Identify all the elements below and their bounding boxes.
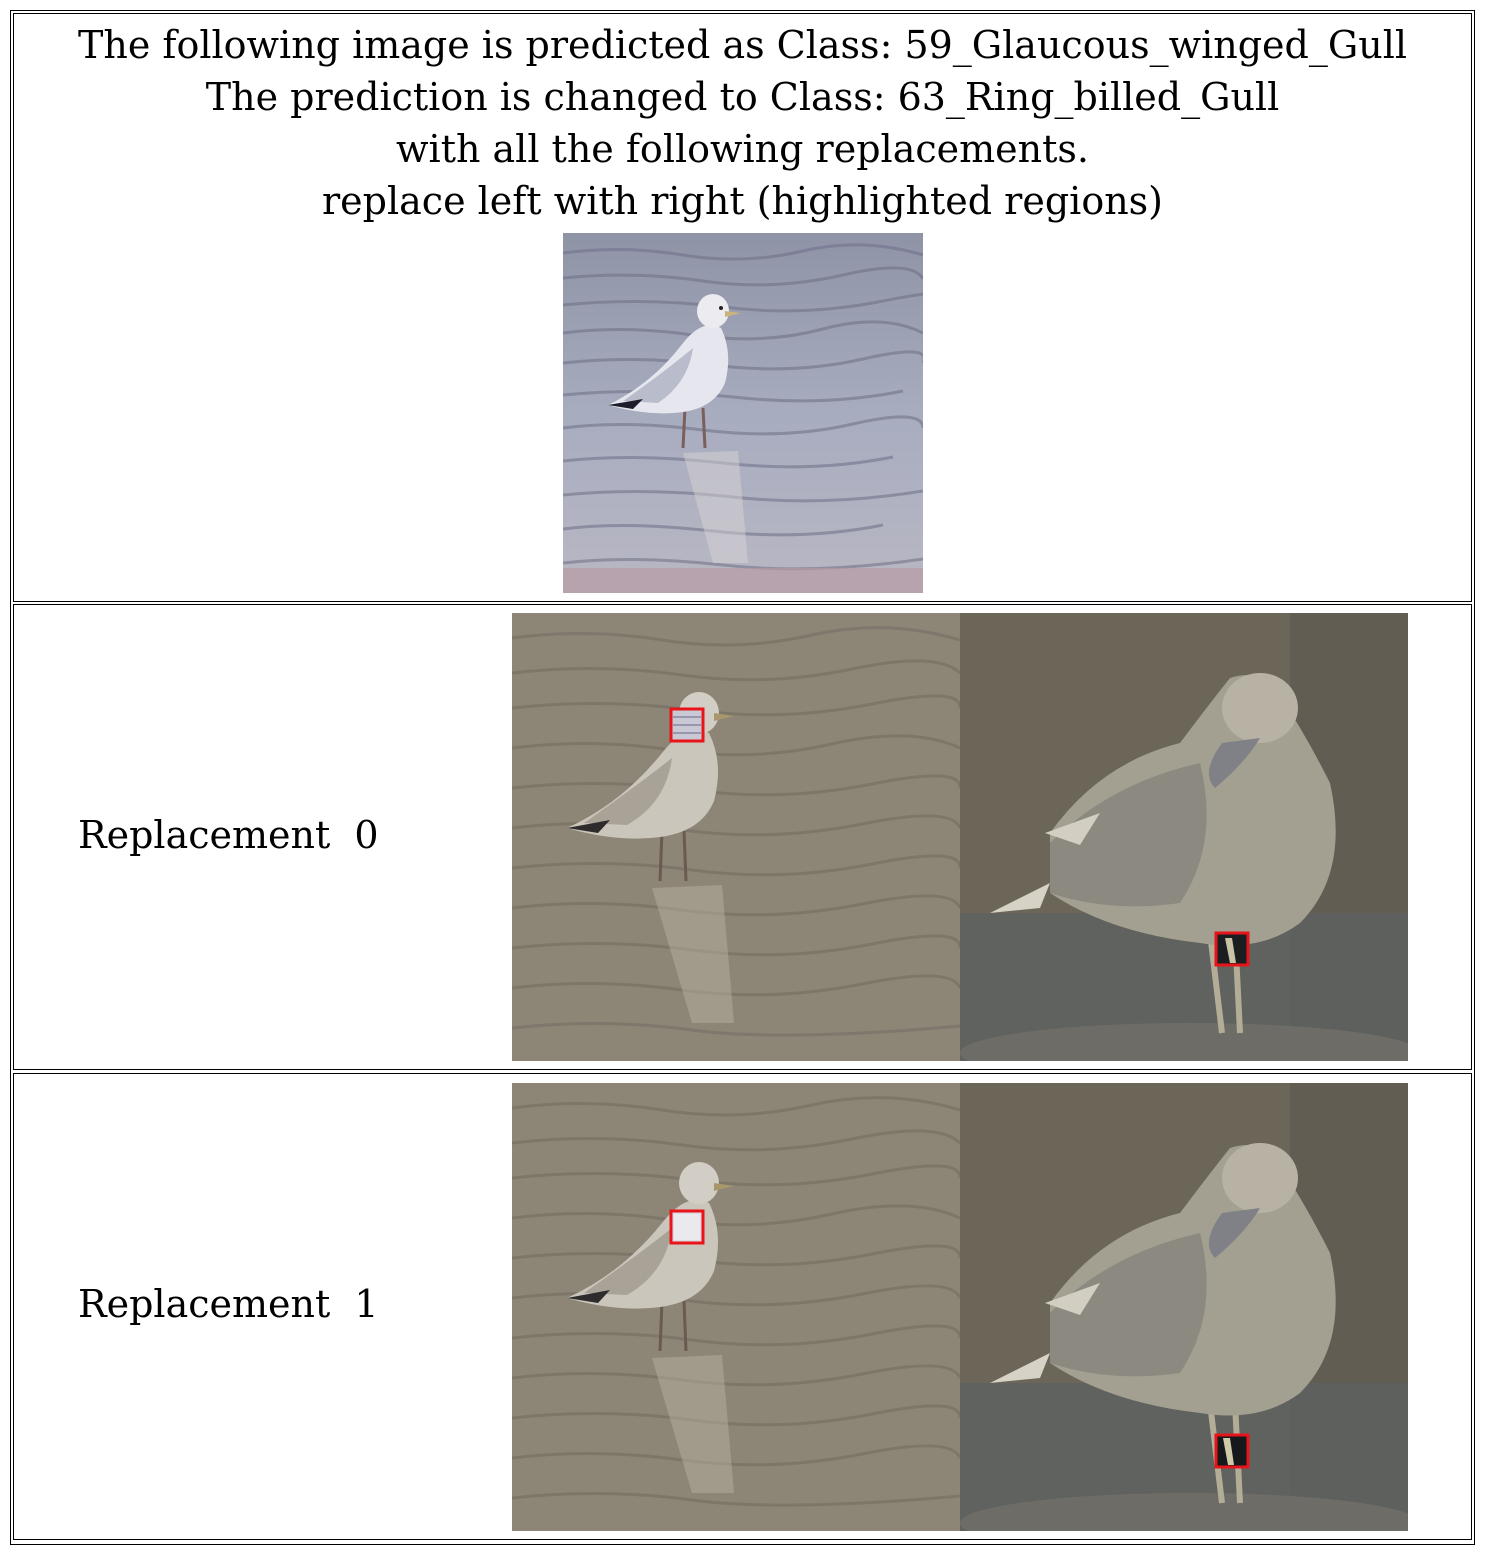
instruction-line: replace left with right (highlighted reg…	[322, 179, 1163, 223]
replacements-intro-line: with all the following replacements.	[396, 127, 1089, 171]
replacement-1-left-image	[512, 1083, 960, 1531]
replacement-1-right-image	[960, 1083, 1408, 1531]
replacement-label-0: Replacement 0	[78, 813, 379, 857]
changed-class-line: The prediction is changed to Class: 63_R…	[205, 75, 1280, 119]
figure-frame	[10, 10, 1475, 1545]
replacement-row-1: Replacement 1	[13, 1073, 1472, 1540]
query-cell: The following image is predicted as Clas…	[13, 13, 1472, 602]
predicted-class-line: The following image is predicted as Clas…	[78, 23, 1407, 67]
replacement-0-left-image	[512, 613, 960, 1061]
replacement-label-1: Replacement 1	[78, 1282, 379, 1326]
replacement-0-right-image	[960, 613, 1408, 1061]
query-bird-image	[563, 233, 923, 593]
replacement-row-0: Replacement 0	[13, 604, 1472, 1070]
